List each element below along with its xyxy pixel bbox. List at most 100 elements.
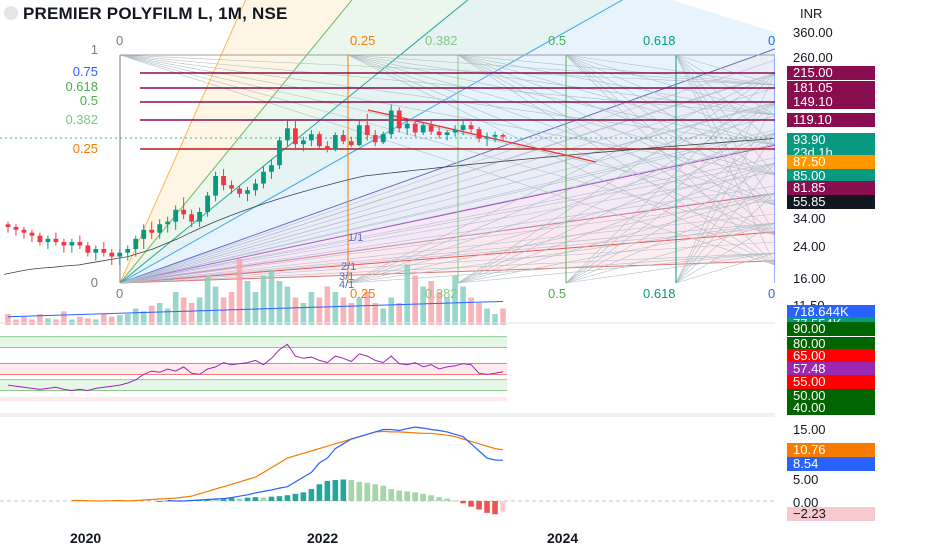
- macd-histogram-bar: [356, 481, 363, 501]
- volume-bar: [468, 297, 474, 325]
- volume-bar: [444, 297, 450, 325]
- macd-histogram-bar: [316, 484, 323, 501]
- macd-histogram-bar: [156, 500, 163, 502]
- fib-diagonal-line: [347, 54, 776, 176]
- price-value-badge: 80.00: [787, 337, 875, 351]
- volume-bar: [268, 270, 275, 325]
- candle-body: [420, 125, 426, 133]
- fib-diagonal-line: [119, 192, 776, 284]
- candle-body: [356, 125, 362, 146]
- fib-diagonal-line: [675, 132, 776, 284]
- rsi-line: [7, 343, 504, 392]
- fib-level-label: 0: [90, 275, 98, 290]
- gann-fan-line: [119, 0, 624, 284]
- candle-body: [181, 209, 187, 215]
- volume-bar: [460, 286, 466, 325]
- fib-diagonal-line: [347, 54, 776, 206]
- volume-bar: [156, 303, 163, 325]
- volume-bar: [204, 275, 211, 325]
- volume-bar: [61, 311, 67, 325]
- candle-body: [404, 123, 410, 129]
- fib-diagonal-line: [457, 222, 776, 284]
- candle-body: [141, 229, 147, 239]
- candle-body: [197, 211, 203, 222]
- volume-bar: [164, 308, 171, 325]
- macd-histogram-bar: [428, 495, 434, 501]
- gann-fan-line: [119, 171, 776, 284]
- candle-body: [261, 171, 266, 184]
- chart-title: PREMIER POLYFILM L, 1M, NSE: [0, 4, 288, 24]
- fib-time-label: 0.25: [350, 286, 376, 301]
- macd-histogram-bar: [404, 491, 410, 501]
- candle-body: [285, 128, 290, 141]
- volume-bar: [340, 297, 347, 325]
- macd-histogram-bar: [380, 485, 387, 501]
- fib-time-label: 0.5: [548, 286, 567, 301]
- candle-body: [468, 125, 474, 130]
- fib-time-label: 0.382: [425, 33, 458, 48]
- fib-diagonal-line: [119, 72, 776, 284]
- volume-bar: [93, 319, 99, 325]
- fib-time-label: 0: [116, 286, 124, 301]
- volume-bar: [172, 292, 179, 325]
- candle-body: [348, 141, 354, 146]
- fib-diagonal-line: [347, 54, 776, 146]
- macd-histogram-bar: [284, 495, 291, 501]
- candle-body: [476, 129, 482, 139]
- rsi-band-bottom: [0, 396, 507, 402]
- gann-ratio-label: 2/1: [341, 261, 357, 273]
- volume-bar: [188, 303, 195, 325]
- macd-histogram-bar: [396, 490, 403, 501]
- candle-body: [388, 110, 394, 135]
- fib-diagonal-line: [347, 132, 776, 284]
- fib-time-label: 0: [768, 286, 776, 301]
- volume-bar: [236, 259, 243, 325]
- volume-bar: [220, 297, 227, 325]
- fib-diagonal-line: [457, 102, 776, 284]
- fib-level-label: 0.5: [79, 93, 98, 108]
- volume-bar: [324, 286, 331, 325]
- fib-diagonal-line: [457, 54, 776, 236]
- macd-histogram-bar: [476, 500, 482, 510]
- fib-diagonal-line: [119, 54, 776, 146]
- price-axis-tick-label: 16.00: [793, 271, 826, 286]
- macd-histogram-bar: [308, 489, 315, 501]
- macd-histogram-bar: [324, 480, 331, 501]
- gann-fan-line: [119, 39, 801, 284]
- rsi-band-middle: [0, 363, 507, 375]
- volume-bar: [53, 319, 59, 325]
- volume-bar: [45, 318, 51, 325]
- volume-bar: [428, 281, 434, 325]
- gann-ratio-label: 1/1: [348, 232, 364, 244]
- volume-bar: [300, 303, 307, 325]
- currency-label: INR: [800, 6, 823, 21]
- volume-bar: [276, 281, 283, 325]
- fib-diagonal-line: [347, 54, 776, 266]
- fib-diagonal-line: [675, 54, 776, 176]
- price-value-badge: 55.00: [787, 375, 875, 389]
- macd-histogram-bar: [220, 499, 227, 501]
- volume-bar: [21, 316, 27, 325]
- macd-signal-line: [71, 430, 504, 502]
- volume-bar: [116, 315, 123, 325]
- candle-body: [213, 175, 218, 196]
- fib-diagonal-line: [675, 222, 776, 284]
- gann-ratio-label: 3/1: [339, 271, 355, 283]
- fib-time-label: 0: [116, 33, 124, 48]
- fib-diagonal-line: [565, 54, 776, 146]
- macd-histogram-bar: [452, 500, 458, 502]
- candle-body: [500, 135, 506, 137]
- long-moving-average-line: [3, 138, 775, 275]
- candle-body: [45, 238, 51, 243]
- fib-diagonal-line: [119, 54, 776, 266]
- candle-body: [428, 125, 434, 132]
- candle-body: [165, 221, 171, 225]
- price-value-badge: 149.10: [787, 95, 875, 109]
- volume-bar: [77, 316, 83, 325]
- candle-body: [69, 242, 75, 246]
- volume-bar: [396, 303, 403, 325]
- gann-fan-line: [119, 0, 469, 284]
- candle-body: [316, 134, 322, 147]
- price-value-badge: 85.00: [787, 169, 875, 183]
